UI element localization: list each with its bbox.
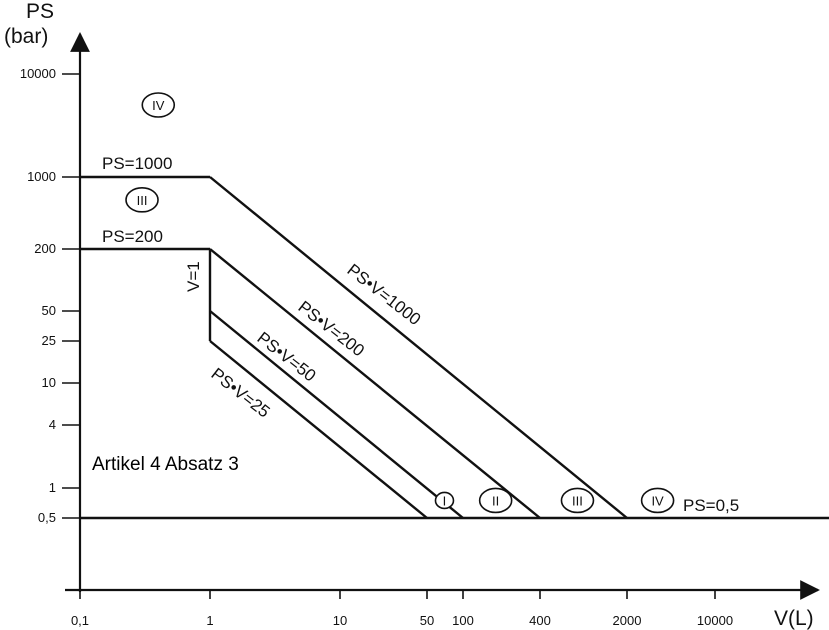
x-ticks: 0,1 1 10 50 100 400 2000 10000: [71, 590, 733, 628]
category-marker-iii: III: [125, 187, 159, 213]
series-line-ps-v-200: [209, 248, 541, 519]
y-axis-label: PS: [26, 0, 54, 23]
category-label: I: [443, 493, 447, 508]
label-psv-50: PS•V=50: [254, 328, 320, 385]
x-tick-label: 400: [529, 613, 551, 628]
y-tick-label: 1000: [27, 169, 56, 184]
label-ps-1000: PS=1000: [102, 154, 172, 173]
category-label: III: [572, 493, 583, 508]
y-tick-label: 10: [42, 375, 56, 390]
category-marker-ii: II: [478, 487, 513, 514]
y-axis-unit: (bar): [4, 25, 48, 48]
y-tick-label: 4: [49, 417, 56, 432]
y-tick-label: 200: [34, 241, 56, 256]
x-tick-label: 1: [206, 613, 213, 628]
category-circle: [125, 187, 159, 213]
y-tick-label: 50: [42, 303, 56, 318]
y-tick-label: 25: [42, 333, 56, 348]
category-circle: [434, 491, 455, 510]
x-tick-label: 2000: [613, 613, 642, 628]
category-circle: [640, 487, 675, 514]
series-line-ps-v-25: [209, 340, 428, 519]
y-tick-label: 10000: [20, 66, 56, 81]
category-label: IV: [152, 98, 165, 113]
category-circle: [141, 92, 176, 118]
article-note: Artikel 4 Absatz 3: [92, 454, 239, 475]
category-marker-iv: IV: [640, 487, 675, 514]
x-tick-label: 0,1: [71, 613, 89, 628]
category-label: III: [137, 193, 148, 208]
y-ticks: 0,5 1 4 10 25 50 200 1000 10000: [20, 66, 80, 525]
label-psv-200: PS•V=200: [295, 297, 368, 360]
label-ps-200: PS=200: [102, 227, 163, 246]
label-ps-0-5: PS=0,5: [683, 496, 739, 515]
series-line-ps-v-1000: [209, 176, 628, 519]
category-marker-i: I: [434, 491, 455, 510]
curves: [80, 175, 829, 520]
x-tick-label: 10000: [697, 613, 733, 628]
y-tick-label: 0,5: [38, 510, 56, 525]
category-circle: [560, 487, 595, 514]
x-tick-label: 100: [452, 613, 474, 628]
label-psv-25: PS•V=25: [208, 364, 274, 421]
label-v-1: V=1: [184, 261, 203, 292]
y-tick-label: 1: [49, 480, 56, 495]
series-line-ps-v-50: [209, 310, 464, 519]
category-label: IV: [651, 493, 664, 508]
x-tick-label: 10: [333, 613, 347, 628]
category-marker-iii: III: [560, 487, 595, 514]
category-label: II: [492, 493, 499, 508]
x-axis-label: V(L): [774, 607, 814, 630]
category-circle: [478, 487, 513, 514]
category-marker-iv: IV: [141, 92, 176, 118]
x-tick-label: 50: [420, 613, 434, 628]
